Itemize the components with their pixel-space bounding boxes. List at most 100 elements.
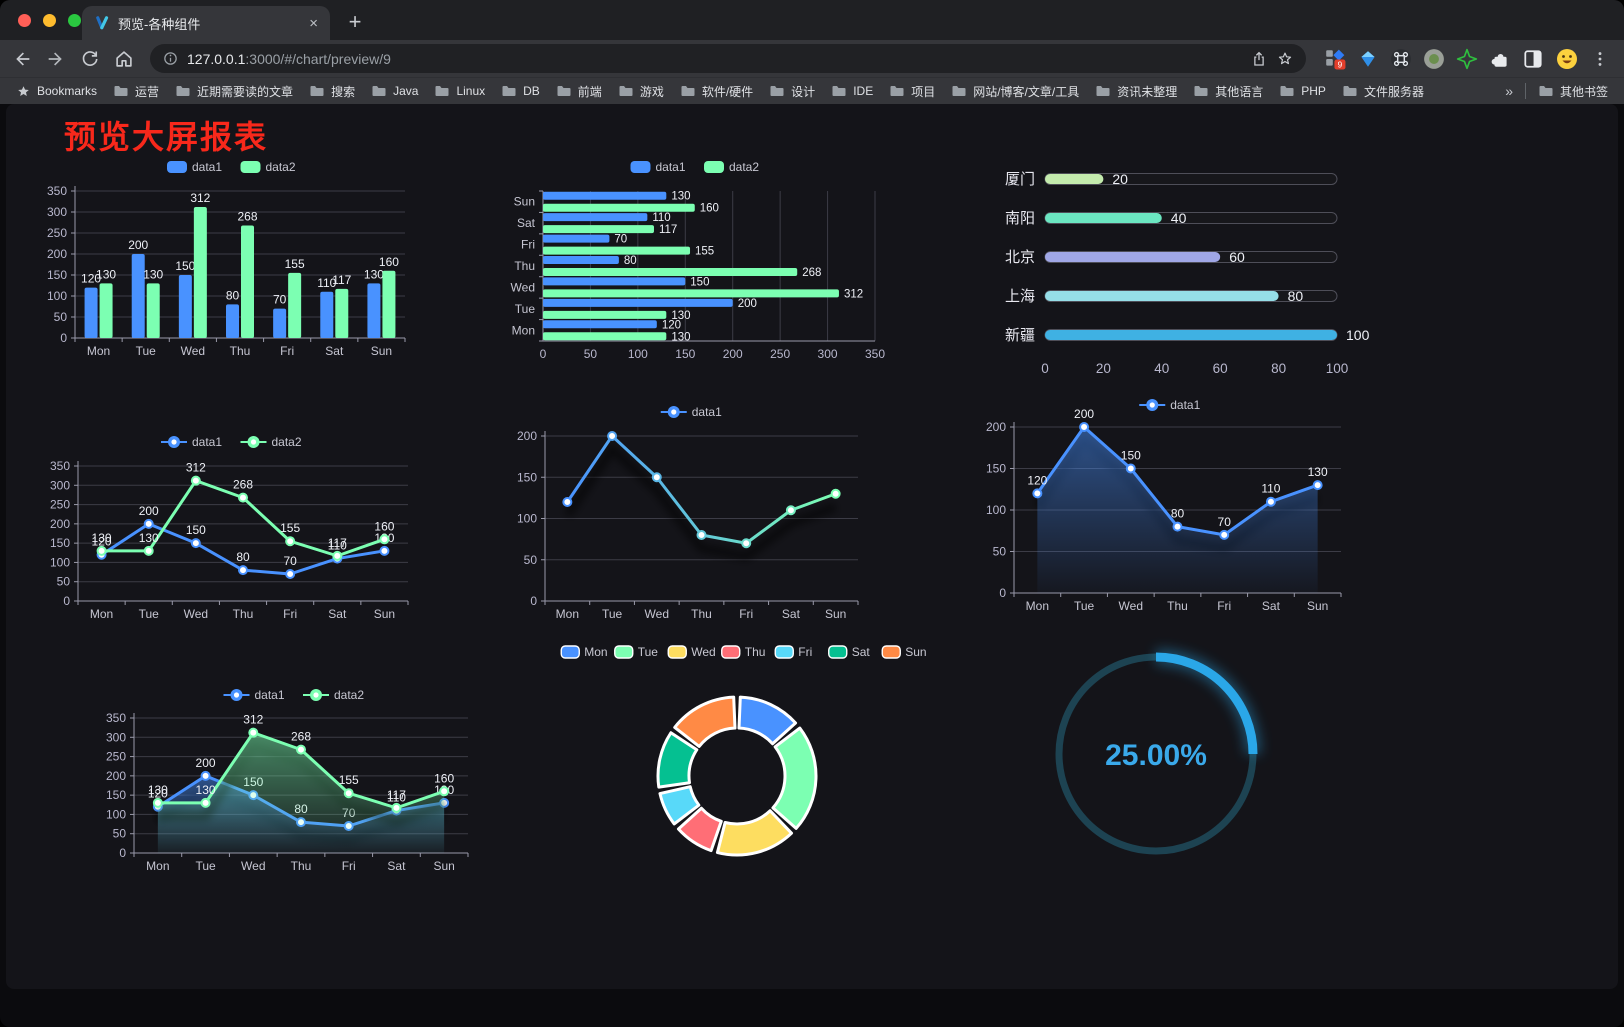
svg-text:50: 50 — [113, 827, 127, 841]
bookmark-folder[interactable]: 其他语言 — [1193, 83, 1263, 100]
bookmark-root[interactable]: Bookmarks — [16, 84, 97, 99]
svg-text:40: 40 — [1154, 361, 1169, 376]
extension-grid-badge-icon[interactable]: 9 — [1324, 48, 1346, 70]
svg-text:300: 300 — [106, 730, 126, 744]
chart-grouped-bar[interactable]: data1 data2 0 50 100 150 200 250 300 350 Mon Tue Wed… — [40, 151, 425, 366]
svg-text:Thu: Thu — [514, 259, 535, 273]
reload-button[interactable] — [74, 43, 106, 75]
svg-text:70: 70 — [614, 234, 627, 246]
svg-text:80: 80 — [624, 255, 637, 267]
green-star-extension-icon[interactable] — [1456, 48, 1478, 70]
svg-text:Sun: Sun — [371, 344, 392, 358]
bookmark-folder[interactable]: Linux — [434, 83, 485, 100]
svg-text:Sat: Sat — [387, 859, 406, 873]
share-icon[interactable] — [1250, 50, 1268, 68]
svg-text:Sun: Sun — [374, 607, 395, 621]
chart-progress-bars[interactable]: 厦门 20 南阳 40 北京 60 上海 80 新疆 100 0 20 40 60 80 100 — [985, 151, 1377, 386]
bookmark-folder[interactable]: 游戏 — [618, 83, 664, 100]
chart-gauge[interactable]: 25.00% — [1036, 629, 1286, 879]
svg-text:20: 20 — [1096, 361, 1111, 376]
svg-text:Tue: Tue — [602, 607, 623, 621]
svg-text:250: 250 — [47, 226, 67, 240]
home-button[interactable] — [108, 43, 140, 75]
tab-close-button[interactable]: × — [309, 14, 318, 32]
svg-text:200: 200 — [196, 756, 216, 770]
back-button[interactable] — [6, 43, 38, 75]
svg-text:Wed: Wed — [645, 607, 669, 621]
svg-text:data1: data1 — [1170, 398, 1200, 412]
window-controls — [18, 14, 81, 27]
svg-text:Mon: Mon — [584, 645, 607, 659]
svg-text:150: 150 — [175, 259, 195, 273]
svg-text:Mon: Mon — [87, 344, 110, 358]
svg-text:南阳: 南阳 — [1005, 210, 1035, 227]
bookmark-folder[interactable]: 资讯未整理 — [1095, 83, 1177, 100]
svg-text:上海: 上海 — [1005, 288, 1035, 305]
chart-area-line[interactable]: data1 0 50 100 150 200 Mon Tue Wed Thu Fri Sat Sun 12… — [985, 389, 1357, 614]
svg-text:130: 130 — [671, 310, 690, 322]
chart-line-two-series[interactable]: data1 data2 0 50 100 150 200 250 300 350 Mon Tue Wed… — [45, 426, 420, 636]
bookmarks-overflow-chevron[interactable]: » — [1505, 83, 1513, 99]
svg-text:40: 40 — [1171, 210, 1187, 226]
bookmark-folder[interactable]: 近期需要读的文章 — [175, 83, 293, 100]
bookmark-folder[interactable]: Java — [371, 83, 418, 100]
window-zoom-button[interactable] — [68, 14, 81, 27]
svg-text:155: 155 — [285, 257, 305, 271]
bookmark-folder[interactable]: 网站/博客/文章/工具 — [951, 83, 1079, 100]
forward-button[interactable] — [40, 43, 72, 75]
url-path: :3000/#/chart/preview/9 — [245, 50, 391, 67]
bookmark-folder[interactable]: DB — [501, 83, 540, 100]
bookmark-folder[interactable]: 设计 — [769, 83, 815, 100]
svg-text:200: 200 — [986, 420, 1006, 434]
svg-text:70: 70 — [1218, 515, 1232, 529]
svg-text:0: 0 — [119, 846, 126, 860]
info-icon[interactable] — [162, 50, 179, 67]
command-extension-icon[interactable] — [1390, 48, 1412, 70]
svg-text:100: 100 — [1326, 361, 1349, 376]
window-close-button[interactable] — [18, 14, 31, 27]
svg-text:110: 110 — [328, 539, 347, 553]
bookmark-folder[interactable]: 软件/硬件 — [680, 83, 753, 100]
address-bar[interactable]: 127.0.0.1 :3000/#/chart/preview/9 — [150, 44, 1306, 73]
bookmark-folder-label: Java — [393, 84, 419, 98]
kebab-menu-icon[interactable] — [1590, 49, 1610, 69]
extensions-puzzle-icon[interactable] — [1489, 48, 1511, 70]
svg-text:120: 120 — [92, 535, 112, 549]
svg-text:50: 50 — [584, 347, 598, 361]
folder-icon — [310, 86, 324, 96]
bookmark-folder[interactable]: 搜索 — [309, 83, 355, 100]
svg-text:0: 0 — [60, 331, 67, 345]
chart-two-series-area[interactable]: data1 data2 0 50 100 150 200 250 300 350 Mon Tue Wed… — [105, 679, 485, 891]
record-extension-icon[interactable] — [1423, 48, 1445, 70]
new-tab-button[interactable]: + — [348, 9, 362, 34]
bookmark-folder[interactable]: 前端 — [556, 83, 602, 100]
svg-text:155: 155 — [280, 521, 300, 535]
browser-tab[interactable]: 预览-各种组件 × — [82, 6, 330, 40]
chart-gradient-line[interactable]: data1 0 50 100 150 200 Mon Tue Wed Thu Fri Sat Sun — [505, 396, 880, 628]
back-icon — [16, 51, 30, 66]
bookmark-folder[interactable]: IDE — [831, 83, 873, 100]
bookmark-folder-label: 网站/博客/文章/工具 — [973, 84, 1080, 99]
profile-avatar[interactable] — [1555, 47, 1579, 71]
svg-text:200: 200 — [50, 517, 70, 531]
bookmark-star-icon[interactable] — [1276, 50, 1294, 68]
bookmark-folder-label: 运营 — [135, 84, 160, 99]
page-title: 预览大屏报表 — [64, 119, 269, 155]
other-bookmarks-folder[interactable]: 其他书签 — [1538, 83, 1608, 100]
bookmark-folder[interactable]: 项目 — [889, 83, 935, 100]
bookmark-folder-label: PHP — [1301, 84, 1326, 98]
bookmark-folder[interactable]: PHP — [1279, 83, 1326, 100]
chart-horizontal-bar[interactable]: data1 data2 0 50 100 150 200 250 300 350 Mon Tue Wed… — [500, 151, 892, 363]
split-square-extension-icon[interactable] — [1522, 48, 1544, 70]
bookmark-folder[interactable]: 运营 — [113, 83, 159, 100]
chart-donut[interactable]: Mon Tue Wed Thu Fri Sat Sun — [545, 636, 941, 888]
window-minimize-button[interactable] — [43, 14, 56, 27]
svg-text:117: 117 — [332, 273, 351, 287]
svg-text:130: 130 — [92, 531, 112, 545]
svg-text:data2: data2 — [334, 688, 364, 702]
gem-extension-icon[interactable] — [1357, 48, 1379, 70]
svg-text:0: 0 — [1041, 361, 1049, 376]
svg-text:50: 50 — [54, 310, 68, 324]
svg-text:130: 130 — [364, 267, 384, 281]
bookmark-folder[interactable]: 文件服务器 — [1342, 83, 1424, 100]
